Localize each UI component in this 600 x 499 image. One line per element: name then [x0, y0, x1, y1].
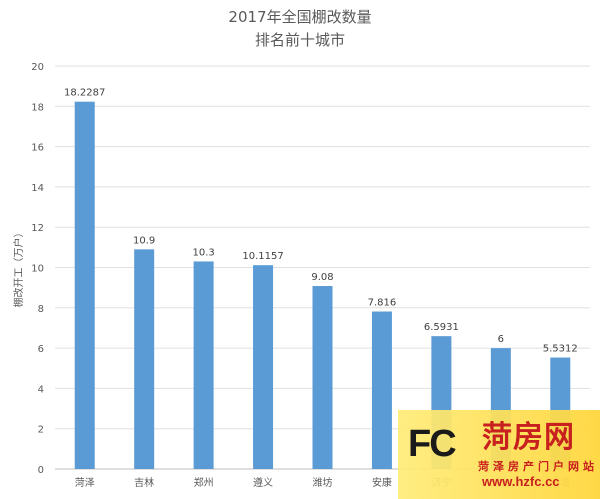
data-label: 18.2287 — [64, 88, 105, 99]
data-label: 7.816 — [368, 298, 397, 309]
y-tick-label: 0 — [38, 465, 44, 476]
data-label: 10.9 — [133, 235, 155, 246]
x-tick-label: 潍坊 — [313, 476, 333, 489]
watermark-url: www.hzfc.cc — [482, 474, 560, 489]
bar-安康 — [371, 311, 392, 469]
y-tick-label: 10 — [31, 264, 44, 275]
data-label: 5.5312 — [543, 344, 578, 355]
data-labels: 18.2287 10.9 10.3 10.1157 9.08 7.816 6.5931 6 5.… — [64, 88, 578, 355]
y-tick-label: 6 — [38, 344, 44, 355]
x-tick-label: 菏泽 — [75, 477, 95, 489]
x-tick-label: 安康 — [372, 476, 392, 489]
y-tick-label: 2 — [38, 425, 44, 436]
watermark-site-name: 菏房网 — [482, 420, 575, 455]
y-tick-label: 4 — [38, 384, 44, 395]
bar-潍坊 — [312, 286, 333, 469]
chart-title: 2017年全国棚改数量 — [228, 8, 371, 26]
y-axis-ticks: 0 2 4 6 8 10 12 14 16 18 20 — [31, 62, 44, 476]
x-tick-label: 郑州 — [194, 476, 214, 489]
data-label: 9.08 — [311, 272, 333, 283]
data-label: 10.3 — [192, 247, 214, 258]
watermark-banner: FC 菏房网 菏泽房产门户网站 www.hzfc.cc — [398, 410, 600, 499]
y-tick-label: 20 — [31, 62, 44, 73]
bar-菏泽 — [74, 101, 95, 469]
bar-遵义 — [253, 265, 274, 469]
data-label: 6.5931 — [424, 322, 459, 333]
y-axis-label: 棚改开工（万户） — [12, 228, 25, 308]
data-label: 10.1157 — [242, 251, 283, 262]
y-tick-label: 16 — [31, 143, 44, 154]
chart-subtitle: 排名前十城市 — [255, 31, 345, 49]
watermark-logo: FC — [408, 423, 457, 465]
bars — [74, 101, 571, 469]
watermark-slogan: 菏泽房产门户网站 — [478, 460, 598, 473]
x-tick-label: 遵义 — [253, 476, 273, 489]
y-tick-label: 18 — [31, 102, 44, 113]
bar-郑州 — [193, 261, 214, 469]
x-tick-label: 吉林 — [134, 476, 154, 489]
y-tick-label: 14 — [31, 183, 44, 194]
data-label: 6 — [498, 334, 504, 345]
y-tick-label: 12 — [31, 223, 44, 234]
y-tick-label: 8 — [38, 304, 44, 315]
bar-吉林 — [134, 249, 155, 469]
